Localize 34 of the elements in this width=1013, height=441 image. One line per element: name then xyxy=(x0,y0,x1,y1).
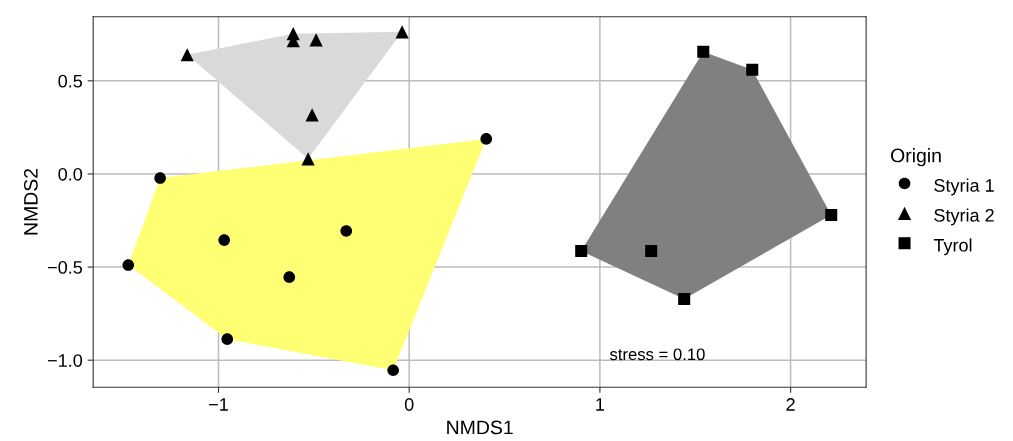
x-axis-title: NMDS1 xyxy=(447,420,513,435)
point xyxy=(309,33,323,47)
point xyxy=(218,234,231,246)
point xyxy=(746,63,759,76)
point xyxy=(575,245,588,258)
point xyxy=(305,108,319,122)
x-tick-label: 0 xyxy=(404,398,414,411)
legend-label: Tyrol xyxy=(933,238,972,256)
annotation: stress = 0.10 xyxy=(609,348,705,361)
legend-label: Styria 1 xyxy=(934,178,994,196)
legend-label: Styria 2 xyxy=(934,208,994,226)
point xyxy=(678,293,691,306)
point xyxy=(697,45,710,58)
point xyxy=(122,259,135,271)
x-tick-label: −1 xyxy=(209,398,228,411)
point xyxy=(387,364,399,377)
point xyxy=(283,271,296,283)
point xyxy=(154,172,166,184)
point xyxy=(645,245,658,258)
point xyxy=(825,208,838,221)
legend-title: Origin xyxy=(891,148,941,167)
point xyxy=(480,133,493,145)
point xyxy=(301,152,315,166)
y-axis-title: NMDS2 xyxy=(23,168,38,235)
point xyxy=(340,225,353,237)
y-tick-label: −0.5 xyxy=(48,261,83,274)
point xyxy=(395,25,409,39)
y-tick-label: −1.0 xyxy=(48,354,83,367)
point xyxy=(221,333,234,345)
y-tick-label: 0.0 xyxy=(58,167,83,181)
point xyxy=(180,48,194,62)
x-tick-label: 2 xyxy=(786,398,795,411)
x-tick-label: 1 xyxy=(596,398,605,411)
y-tick-label: 0.5 xyxy=(58,74,83,88)
